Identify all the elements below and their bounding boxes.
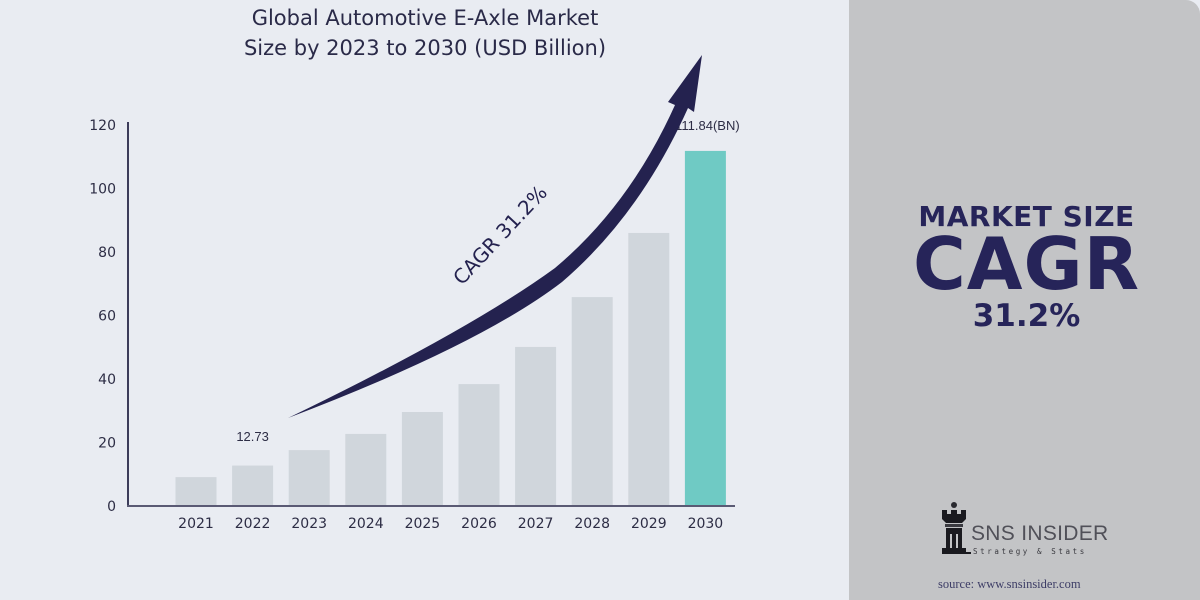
y-tick-label: 60 (98, 309, 116, 325)
data-label-2030: 111.84(BN) (675, 118, 740, 133)
x-tick-label: 2030 (688, 516, 724, 532)
x-tick-label: 2028 (574, 516, 610, 532)
y-tick-label: 80 (98, 245, 116, 261)
y-tick-label: 120 (89, 118, 116, 134)
x-tick-label: 2026 (461, 516, 497, 532)
chart-title-line-2: Size by 2023 to 2030 (USD Billion) (244, 36, 606, 60)
sns-insider-logo: SNS INSIDER Strategy & Stats (937, 500, 1137, 560)
x-tick-label: 2021 (178, 516, 214, 532)
bars (175, 150, 726, 506)
y-tick-label: 0 (107, 499, 116, 515)
market-size-heading: MARKET SIZE (918, 200, 1135, 233)
chart: Global Automotive E-Axle Market Size by … (89, 6, 739, 532)
bar-2024 (345, 433, 387, 506)
x-tick-label: 2025 (405, 516, 441, 532)
y-axis-ticks: 0 20 40 60 80 100 120 (89, 118, 116, 515)
y-tick-label: 20 (98, 436, 116, 452)
bar-2021 (175, 477, 217, 506)
y-tick-label: 100 (89, 182, 116, 198)
bar-2026 (458, 384, 500, 506)
chess-rook-icon (942, 502, 971, 554)
x-tick-label: 2024 (348, 516, 384, 532)
cagr-value: 31.2% (972, 298, 1081, 334)
data-label-2022: 12.73 (236, 429, 269, 444)
y-tick-label: 40 (98, 372, 116, 388)
x-tick-label: 2023 (291, 516, 327, 532)
bar-2025 (401, 412, 443, 506)
side-panel: MARKET SIZE CAGR 31.2% SNS INSIDER Strat… (849, 0, 1200, 600)
bar-2030 (684, 150, 726, 506)
source-link[interactable]: source: www.snsinsider.com (938, 577, 1081, 591)
x-tick-label: 2027 (518, 516, 554, 532)
x-axis-ticks: 2021 2022 2023 2024 2025 2026 2027 2028 2029 2030 (178, 516, 723, 532)
cagr-annotation: CAGR 31.2% (448, 180, 552, 289)
cagr-heading: CAGR (912, 222, 1141, 306)
bar-2027 (515, 346, 557, 506)
chart-title-line-1: Global Automotive E-Axle Market (252, 6, 599, 30)
logo-tagline: Strategy & Stats (973, 547, 1087, 556)
data-labels: 12.73 111.84(BN) (236, 118, 739, 444)
bar-2022 (232, 465, 274, 506)
x-tick-label: 2029 (631, 516, 667, 532)
bar-2023 (288, 450, 330, 506)
bar-2029 (628, 232, 670, 506)
logo-name: SNS INSIDER (971, 522, 1109, 545)
bar-2028 (571, 297, 613, 506)
x-tick-label: 2022 (235, 516, 271, 532)
